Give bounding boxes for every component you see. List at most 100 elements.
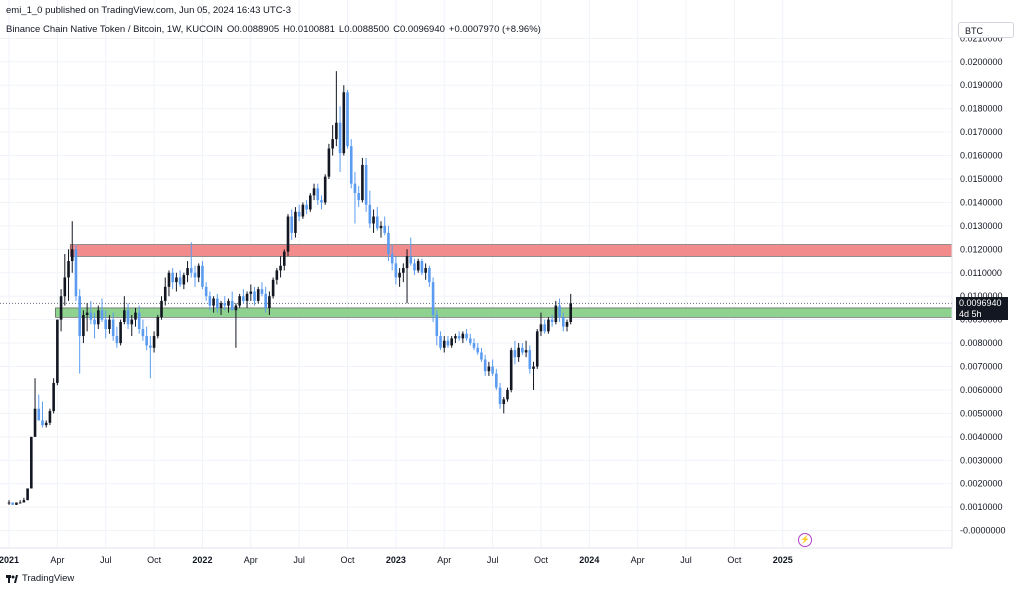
y-tick-label: 0.0120000	[960, 244, 1003, 254]
last-price-label: 0.0096940	[956, 297, 1008, 310]
lightning-icon[interactable]: ⚡	[798, 533, 812, 547]
candle	[435, 310, 439, 346]
candle	[338, 106, 342, 172]
candle	[249, 284, 253, 301]
candle	[535, 329, 539, 369]
y-tick-label: 0.0140000	[960, 197, 1003, 207]
candle	[375, 207, 379, 231]
ohlc-change: +0.0007970 (+8.96%)	[448, 24, 541, 35]
price-axis[interactable]: -0.0000000 0.0010000 0.0020000 0.0030000 0.0…	[960, 33, 1006, 535]
candle	[56, 319, 59, 386]
candle	[361, 157, 364, 203]
candle	[268, 291, 271, 315]
candle	[323, 174, 327, 205]
x-tick-label: Jul	[100, 555, 112, 565]
candle	[104, 310, 108, 339]
y-tick-label: -0.0000000	[960, 526, 1006, 536]
candle	[439, 331, 442, 351]
tradingview-logo[interactable]: TradingView	[6, 573, 74, 584]
candle	[487, 361, 491, 376]
candle	[454, 333, 457, 344]
candle	[465, 329, 468, 341]
candle	[167, 270, 171, 297]
price-zones	[55, 244, 953, 318]
candle	[33, 378, 37, 437]
candle	[558, 298, 561, 322]
candle	[468, 333, 472, 346]
candle	[208, 291, 212, 311]
candle	[342, 85, 346, 156]
symbol-legend: Binance Chain Native Token / Bitcoin, 1W…	[6, 24, 541, 35]
candle	[264, 286, 267, 313]
candle	[52, 378, 55, 414]
candle	[305, 200, 308, 215]
candle	[15, 502, 18, 505]
x-tick-label: Jul	[680, 555, 692, 565]
time-axis[interactable]: 2021 Apr Jul Oct 2022 Apr Jul Oct 2023 Apr Jul Oct 2…	[0, 555, 793, 565]
candle	[30, 436, 33, 489]
candle	[569, 293, 573, 325]
candle	[93, 312, 96, 339]
candle	[256, 286, 260, 304]
candle	[193, 265, 197, 287]
candle	[379, 221, 383, 238]
candle	[320, 195, 323, 210]
candle	[398, 268, 401, 287]
candle	[18, 500, 22, 504]
candle	[175, 272, 178, 292]
candle	[242, 289, 245, 304]
candle	[115, 326, 119, 348]
y-tick-label: 0.0010000	[960, 502, 1003, 512]
candle	[67, 249, 70, 301]
candle	[346, 89, 349, 149]
y-tick-label: 0.0180000	[960, 104, 1003, 114]
candle	[495, 368, 498, 390]
candle	[491, 359, 494, 376]
candle	[212, 296, 215, 313]
candle	[63, 254, 67, 306]
candle	[204, 282, 208, 301]
candle	[483, 354, 487, 376]
candle	[383, 216, 387, 236]
candle	[216, 293, 219, 313]
candle	[260, 282, 264, 297]
candle	[543, 319, 546, 334]
candle	[513, 340, 517, 365]
candle	[282, 249, 286, 271]
x-tick-label: 2021	[0, 555, 19, 565]
candle	[171, 268, 174, 290]
candle	[149, 336, 152, 379]
candle	[297, 204, 301, 222]
candle	[141, 319, 145, 341]
candle	[357, 186, 360, 208]
ohlc-close: C0.0096940	[393, 24, 445, 35]
candle	[245, 291, 249, 308]
y-tick-label: 0.0150000	[960, 174, 1003, 184]
candle	[431, 277, 435, 322]
resistance-zone	[69, 244, 953, 257]
candle	[294, 207, 297, 238]
candle	[238, 293, 241, 308]
currency-badge[interactable]: BTC	[958, 22, 1014, 38]
candle	[223, 296, 227, 311]
candle	[428, 265, 431, 287]
candle	[532, 361, 535, 390]
candle	[561, 312, 565, 332]
candle	[554, 300, 558, 325]
x-tick-label: Oct	[147, 555, 162, 565]
ohlc-low: L0.0088500	[338, 24, 390, 35]
candle	[182, 272, 186, 290]
candle	[189, 242, 193, 278]
y-tick-label: 0.0170000	[960, 127, 1003, 137]
candle	[331, 125, 334, 156]
candle	[70, 221, 74, 273]
candle	[85, 303, 89, 332]
candle	[89, 300, 93, 325]
ohlc-high: H0.0100881	[283, 24, 335, 35]
candle	[402, 263, 405, 283]
candle	[186, 261, 189, 283]
tradingview-logo-icon	[6, 574, 18, 583]
candle	[234, 303, 238, 348]
candle	[230, 291, 234, 311]
